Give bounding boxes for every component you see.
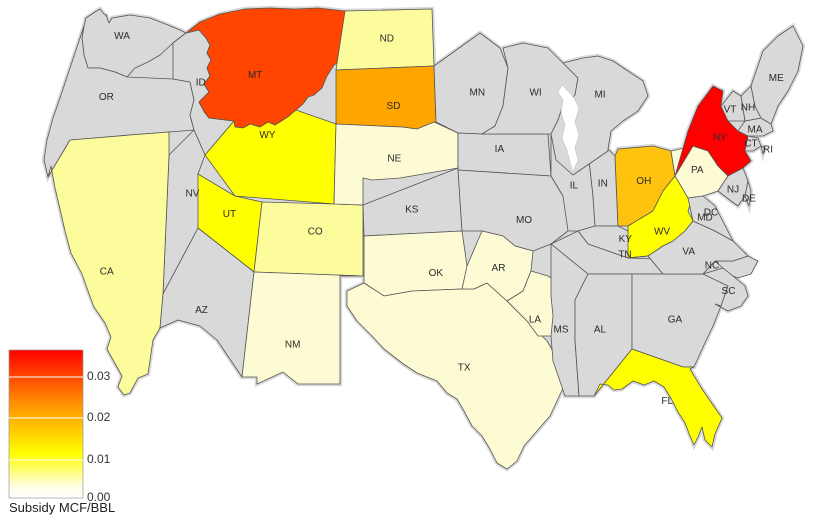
svg-text:IN: IN bbox=[598, 179, 608, 190]
svg-text:PA: PA bbox=[691, 165, 704, 176]
svg-text:WA: WA bbox=[114, 31, 130, 42]
svg-text:MA: MA bbox=[748, 125, 763, 136]
svg-text:CA: CA bbox=[100, 266, 114, 277]
svg-text:NE: NE bbox=[387, 154, 401, 165]
svg-text:LA: LA bbox=[529, 315, 542, 326]
svg-text:NV: NV bbox=[185, 189, 199, 200]
svg-text:ND: ND bbox=[380, 34, 394, 45]
svg-text:VT: VT bbox=[724, 105, 737, 116]
svg-text:UT: UT bbox=[223, 209, 236, 220]
svg-text:Subsidy MCF/BBL: Subsidy MCF/BBL bbox=[9, 500, 115, 515]
svg-text:OH: OH bbox=[636, 176, 651, 187]
svg-text:DC: DC bbox=[704, 208, 718, 219]
svg-text:RI: RI bbox=[763, 145, 773, 156]
svg-text:DE: DE bbox=[742, 194, 756, 205]
svg-text:WY: WY bbox=[259, 130, 275, 141]
svg-text:MT: MT bbox=[248, 70, 262, 81]
svg-text:KY: KY bbox=[619, 234, 633, 245]
svg-text:TX: TX bbox=[458, 362, 471, 373]
svg-text:WI: WI bbox=[529, 88, 541, 99]
svg-text:MN: MN bbox=[470, 88, 486, 99]
svg-text:ME: ME bbox=[769, 73, 784, 84]
svg-text:GA: GA bbox=[668, 315, 683, 326]
svg-text:TN: TN bbox=[618, 250, 631, 261]
svg-text:VA: VA bbox=[682, 247, 695, 258]
svg-text:NY: NY bbox=[713, 132, 727, 143]
svg-text:0.03: 0.03 bbox=[87, 369, 111, 383]
svg-text:FL: FL bbox=[661, 396, 673, 407]
svg-text:ID: ID bbox=[196, 77, 206, 88]
svg-text:OR: OR bbox=[99, 92, 114, 103]
svg-text:KS: KS bbox=[405, 205, 419, 216]
svg-text:MI: MI bbox=[594, 90, 605, 101]
svg-text:CO: CO bbox=[308, 226, 323, 237]
svg-text:SC: SC bbox=[722, 286, 736, 297]
svg-text:MO: MO bbox=[516, 215, 532, 226]
svg-text:0.02: 0.02 bbox=[87, 410, 111, 424]
svg-text:WV: WV bbox=[654, 227, 670, 238]
svg-text:IL: IL bbox=[570, 180, 579, 191]
svg-text:IA: IA bbox=[495, 144, 505, 155]
svg-text:SD: SD bbox=[387, 101, 401, 112]
svg-text:0.01: 0.01 bbox=[87, 452, 111, 466]
svg-text:NH: NH bbox=[741, 103, 755, 114]
svg-text:OK: OK bbox=[429, 268, 444, 279]
svg-text:NC: NC bbox=[705, 261, 719, 272]
svg-text:NM: NM bbox=[285, 339, 301, 350]
svg-text:AL: AL bbox=[594, 325, 607, 336]
svg-text:AZ: AZ bbox=[195, 305, 208, 316]
svg-text:NJ: NJ bbox=[727, 185, 739, 196]
svg-text:MS: MS bbox=[554, 325, 569, 336]
svg-text:CT: CT bbox=[744, 139, 757, 150]
svg-text:AR: AR bbox=[492, 263, 506, 274]
